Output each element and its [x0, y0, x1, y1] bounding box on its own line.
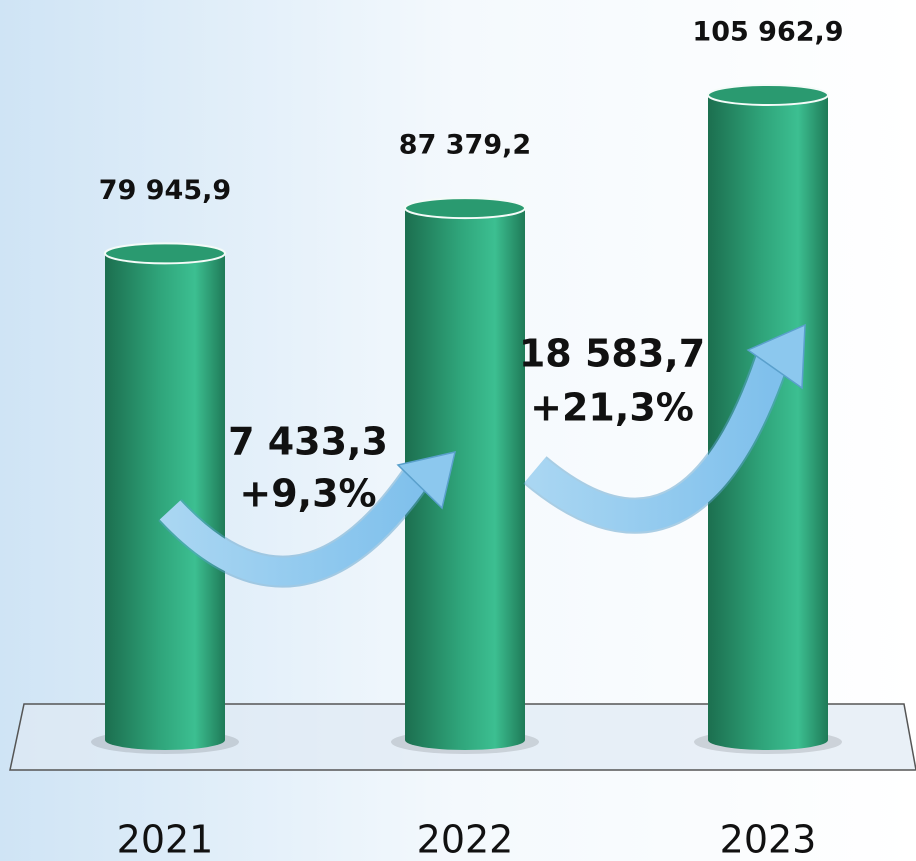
cylinder	[91, 242, 239, 754]
arrow	[523, 323, 806, 534]
cylinder-body	[708, 95, 828, 750]
x-tick-label: 2023	[720, 818, 817, 861]
cylinder-body	[105, 253, 225, 750]
cylinder-top	[104, 242, 226, 265]
x-tick-label: 2022	[417, 818, 514, 861]
cylinder-top	[404, 197, 526, 220]
bars	[91, 84, 842, 754]
arrow	[158, 451, 457, 588]
annotation: +9,3%	[239, 472, 376, 516]
cylinder	[391, 197, 539, 754]
value-label: 105 962,9	[692, 17, 843, 48]
annotation: 18 583,7	[519, 332, 705, 376]
annotation: 7 433,3	[228, 420, 388, 464]
cylinder-body	[405, 208, 525, 750]
value-label: 79 945,9	[99, 175, 231, 206]
cylinder-top	[707, 84, 829, 106]
cylinder	[694, 84, 842, 754]
annotation: +21,3%	[530, 386, 694, 430]
x-tick-label: 2021	[117, 818, 214, 861]
value-label: 87 379,2	[399, 130, 531, 161]
